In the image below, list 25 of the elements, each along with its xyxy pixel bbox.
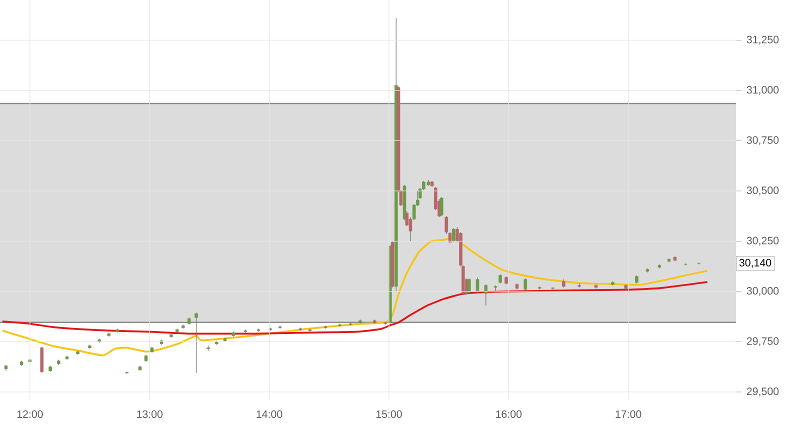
candlestick	[468, 278, 471, 294]
line-series	[1, 237, 708, 356]
annotation: 30,140	[739, 258, 772, 268]
y-tick-label: 31,000	[746, 86, 779, 95]
x-tick-label: 13:00	[137, 410, 163, 418]
candlestick	[484, 284, 488, 306]
x-tick-label: 14:00	[256, 410, 282, 418]
x-tick-label: 12:00	[17, 410, 43, 418]
x-tick-label: 16:00	[496, 410, 522, 418]
candlestick	[440, 196, 444, 216]
x-tick-label: 15:00	[376, 410, 402, 418]
y-tick-label: 29,500	[746, 388, 779, 396]
y-tick-label: 29,750	[746, 337, 779, 346]
y-tick-label: 30,500	[746, 186, 779, 196]
y-tick-label: 30,750	[746, 136, 779, 146]
candlestick	[476, 277, 480, 294]
candlestick	[524, 278, 528, 291]
y-tick-label: 30,250	[746, 236, 779, 246]
x-tick-label: 17:00	[616, 410, 642, 418]
y-tick-label: 30,000	[746, 287, 779, 296]
candlestick	[194, 312, 198, 374]
y-tick-label: 31,250	[746, 36, 779, 45]
line-series	[1, 281, 708, 335]
candlestick	[452, 228, 456, 243]
candlestick	[498, 274, 502, 284]
